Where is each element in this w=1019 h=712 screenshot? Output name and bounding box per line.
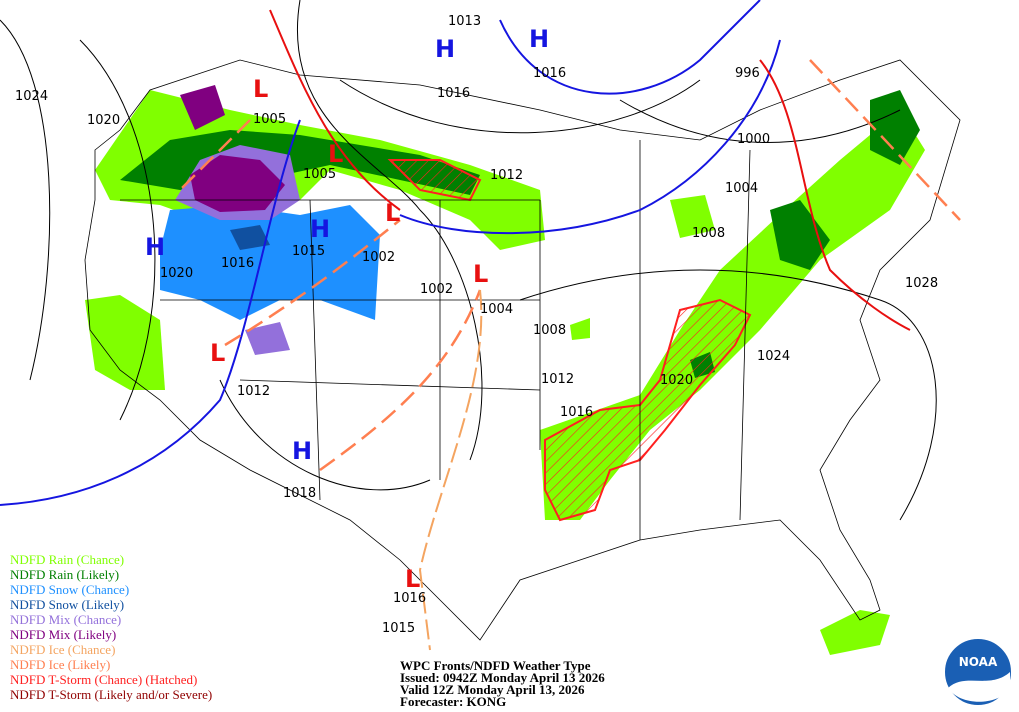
low-center: L (385, 199, 400, 227)
pressure-label: 1024 (15, 89, 48, 104)
rain-chance-area (820, 610, 890, 655)
logo-text: NOAA (959, 655, 998, 669)
pressure-label: 1005 (303, 167, 336, 182)
high-center: H (310, 215, 330, 243)
info-line: Forecaster: KONG (400, 694, 506, 709)
low-center: L (210, 339, 225, 367)
legend-entry: NDFD T-Storm (Likely and/or Severe) (10, 687, 212, 702)
high-center: H (529, 25, 549, 53)
pressure-label: 1015 (382, 621, 415, 636)
pressure-label: 1002 (362, 250, 395, 265)
pressure-label: 1015 (292, 244, 325, 259)
info-line: Valid 12Z Monday April 13, 2026 (400, 682, 585, 697)
pressure-label: 1018 (283, 486, 316, 501)
rain-likely-area (870, 90, 920, 165)
high-center: H (292, 437, 312, 465)
isobars (0, 0, 937, 521)
info-line: WPC Fronts/NDFD Weather Type (400, 658, 591, 673)
legend-entry: NDFD Snow (Likely) (10, 597, 124, 612)
pressure-label: 1016 (393, 591, 426, 606)
low-center: L (328, 140, 343, 168)
high-center: H (145, 233, 165, 261)
pressure-label: 1004 (725, 181, 758, 196)
tstorm-chance-area (544, 298, 752, 522)
pressure-label: 1005 (253, 112, 286, 127)
labels: 1024 1020 1005 1005 1013 1016 1016 1012 996 1000 1… (10, 14, 938, 709)
legend-entry: NDFD Ice (Likely) (10, 657, 110, 672)
high-center: H (435, 35, 455, 63)
pressure-label: 1024 (757, 349, 790, 364)
pressure-label: 1016 (560, 405, 593, 420)
tstorm-chance-area (387, 159, 482, 202)
mix-chance-area (245, 322, 290, 355)
rain-chance-area (85, 295, 165, 390)
legend-entry: NDFD Ice (Chance) (10, 642, 115, 657)
legend-entry: NDFD Mix (Likely) (10, 627, 116, 642)
pressure-label: 1000 (737, 132, 770, 147)
mix-likely-area (190, 155, 285, 212)
snow-chance-area (160, 205, 380, 320)
pressure-label: 1013 (448, 14, 481, 29)
pressure-label: 1028 (905, 276, 938, 291)
pressure-label: 1020 (160, 266, 193, 281)
mix-likely-area (180, 85, 225, 130)
info-line: Issued: 0942Z Monday April 13 2026 (400, 670, 605, 685)
fronts (0, 0, 961, 651)
rain-chance-area (570, 318, 590, 340)
legend-entry: NDFD Rain (Likely) (10, 567, 119, 582)
legend-entry: NDFD Rain (Chance) (10, 552, 124, 567)
pressure-label: 1016 (221, 256, 254, 271)
pressure-label: 1002 (420, 282, 453, 297)
pressure-label: 1012 (541, 372, 574, 387)
pressure-label: 1004 (480, 302, 513, 317)
rain-likely-area (770, 200, 830, 270)
pressure-label: 1020 (87, 113, 120, 128)
legend-entry: NDFD Snow (Chance) (10, 582, 129, 597)
rain-chance-area (670, 195, 715, 238)
low-center: L (253, 75, 268, 103)
geography (84, 59, 961, 641)
pressure-label: 1020 (660, 373, 693, 388)
snow-likely-area (230, 225, 270, 250)
pressure-label: 1016 (533, 66, 566, 81)
low-center: L (473, 260, 488, 288)
pressure-label: 1008 (692, 226, 725, 241)
legend-entry: NDFD Mix (Chance) (10, 612, 121, 627)
low-center: L (405, 565, 420, 593)
noaa-logo: NOAA (943, 637, 1013, 707)
pressure-label: 1008 (533, 323, 566, 338)
legend-entry: NDFD T-Storm (Chance) (Hatched) (10, 672, 197, 687)
pressure-label: 1016 (437, 86, 470, 101)
precip-areas (85, 85, 925, 655)
pressure-label: 1012 (490, 168, 523, 183)
pressure-label: 996 (735, 66, 760, 81)
pressure-label: 1012 (237, 384, 270, 399)
